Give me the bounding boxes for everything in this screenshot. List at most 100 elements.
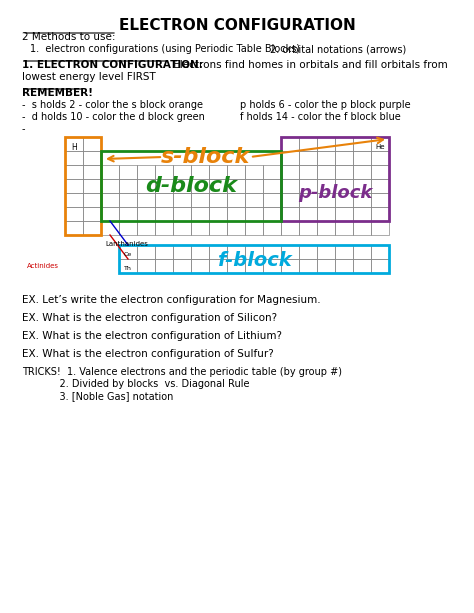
- Text: -  s holds 2 - color the s block orange: - s holds 2 - color the s block orange: [22, 100, 203, 110]
- Bar: [137, 193, 155, 207]
- Bar: [335, 207, 353, 221]
- Text: 2. Divided by blocks  vs. Diagonal Rule: 2. Divided by blocks vs. Diagonal Rule: [22, 379, 249, 389]
- Bar: [371, 245, 389, 259]
- Bar: [209, 165, 227, 179]
- Bar: [119, 193, 137, 207]
- Text: H: H: [71, 142, 77, 151]
- Text: -: -: [22, 124, 26, 134]
- Bar: [137, 207, 155, 221]
- Bar: [173, 245, 191, 259]
- Bar: [371, 259, 389, 273]
- Bar: [209, 259, 227, 273]
- Bar: [119, 179, 137, 193]
- Bar: [191, 179, 209, 193]
- Bar: [263, 245, 281, 259]
- Bar: [173, 179, 191, 193]
- Bar: [263, 259, 281, 273]
- Bar: [281, 137, 389, 221]
- Bar: [245, 207, 263, 221]
- Text: 3. [Noble Gas] notation: 3. [Noble Gas] notation: [22, 391, 173, 401]
- Bar: [335, 151, 353, 165]
- Bar: [101, 179, 119, 193]
- Bar: [65, 207, 83, 221]
- Bar: [209, 179, 227, 193]
- Bar: [227, 165, 245, 179]
- Bar: [317, 193, 335, 207]
- Bar: [191, 207, 209, 221]
- Bar: [281, 245, 299, 259]
- Bar: [137, 245, 155, 259]
- Bar: [371, 137, 389, 151]
- Bar: [299, 245, 317, 259]
- Bar: [281, 221, 299, 235]
- Text: d-block: d-block: [145, 176, 237, 196]
- Text: EX. Let’s write the electron configuration for Magnesium.: EX. Let’s write the electron configurati…: [22, 295, 320, 305]
- Bar: [227, 193, 245, 207]
- Bar: [155, 259, 173, 273]
- Bar: [371, 193, 389, 207]
- Bar: [263, 193, 281, 207]
- Bar: [65, 221, 83, 235]
- Bar: [155, 221, 173, 235]
- Bar: [299, 221, 317, 235]
- Bar: [227, 179, 245, 193]
- Bar: [173, 165, 191, 179]
- Text: Lanthanides: Lanthanides: [105, 241, 148, 247]
- Bar: [119, 165, 137, 179]
- Bar: [353, 207, 371, 221]
- Bar: [155, 165, 173, 179]
- Bar: [65, 165, 83, 179]
- Bar: [317, 151, 335, 165]
- Bar: [281, 207, 299, 221]
- Bar: [101, 207, 119, 221]
- Bar: [227, 245, 245, 259]
- Bar: [155, 179, 173, 193]
- Text: s-block: s-block: [160, 147, 250, 167]
- Bar: [263, 165, 281, 179]
- Bar: [335, 245, 353, 259]
- Bar: [65, 193, 83, 207]
- Bar: [191, 165, 209, 179]
- Text: Th: Th: [124, 267, 132, 272]
- Bar: [317, 221, 335, 235]
- Bar: [263, 179, 281, 193]
- Bar: [101, 221, 119, 235]
- Bar: [83, 179, 101, 193]
- Text: TRICKS!  1. Valence electrons and the periodic table (by group #): TRICKS! 1. Valence electrons and the per…: [22, 367, 342, 377]
- Text: f-block: f-block: [217, 251, 292, 270]
- Bar: [245, 193, 263, 207]
- Bar: [245, 165, 263, 179]
- Bar: [119, 221, 137, 235]
- Bar: [263, 207, 281, 221]
- Bar: [335, 221, 353, 235]
- Text: p holds 6 - color the p block purple: p holds 6 - color the p block purple: [240, 100, 410, 110]
- Bar: [371, 207, 389, 221]
- Bar: [173, 193, 191, 207]
- Text: lowest energy level FIRST: lowest energy level FIRST: [22, 72, 156, 82]
- Text: REMEMBER!: REMEMBER!: [22, 88, 93, 98]
- Bar: [317, 259, 335, 273]
- Bar: [353, 137, 371, 151]
- Text: 1. ELECTRON CONFIGURATION:: 1. ELECTRON CONFIGURATION:: [22, 60, 203, 70]
- Bar: [155, 207, 173, 221]
- Bar: [281, 151, 299, 165]
- Bar: [83, 193, 101, 207]
- Bar: [119, 245, 137, 259]
- Bar: [83, 221, 101, 235]
- Bar: [335, 165, 353, 179]
- Bar: [263, 221, 281, 235]
- Text: 1.  electron configurations (using Periodic Table Blocks): 1. electron configurations (using Period…: [30, 44, 300, 54]
- Bar: [83, 165, 101, 179]
- Bar: [209, 193, 227, 207]
- Text: f holds 14 - color the f block blue: f holds 14 - color the f block blue: [240, 112, 401, 122]
- Bar: [119, 259, 137, 273]
- Bar: [227, 207, 245, 221]
- Bar: [137, 259, 155, 273]
- Bar: [353, 221, 371, 235]
- Bar: [65, 151, 83, 165]
- Bar: [83, 151, 101, 165]
- Bar: [173, 221, 191, 235]
- Bar: [299, 179, 317, 193]
- Text: Electrons find homes in orbitals and fill orbitals from: Electrons find homes in orbitals and fil…: [170, 60, 448, 70]
- Bar: [371, 221, 389, 235]
